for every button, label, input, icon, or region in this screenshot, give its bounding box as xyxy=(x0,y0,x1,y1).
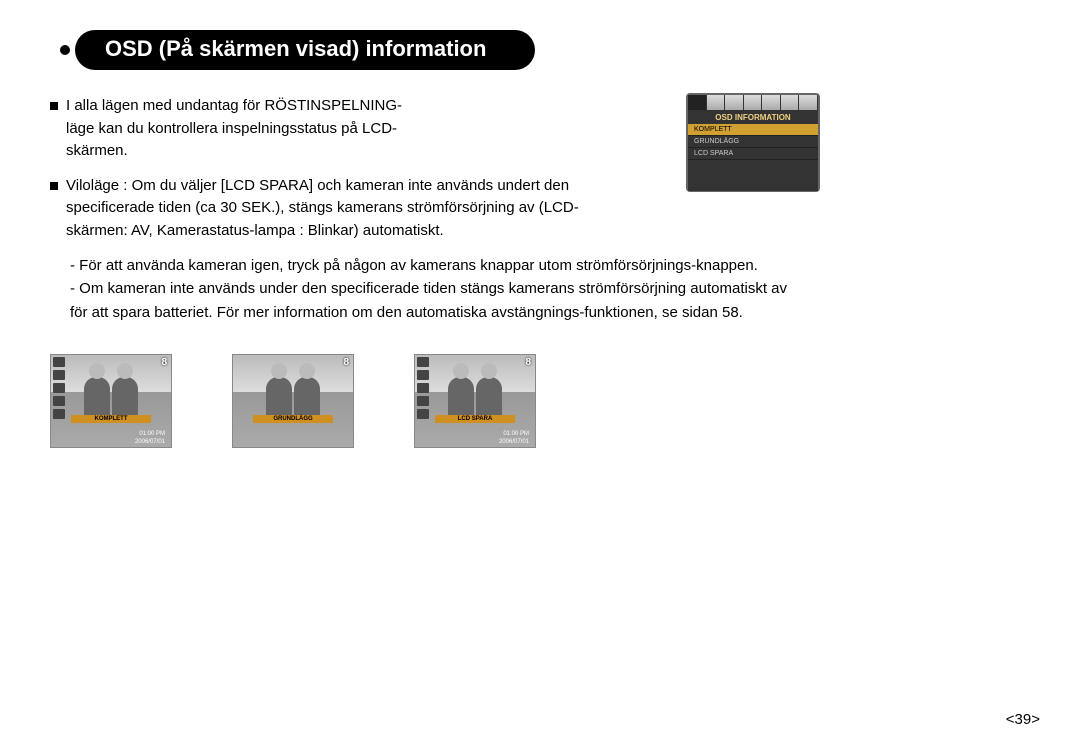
thumbnail-people-icon xyxy=(76,367,146,422)
thumbnail-side-icons xyxy=(53,357,67,419)
sub-paragraph-2: - Om kameran inte används under den spec… xyxy=(70,277,790,324)
menu-item: LCD SPARA xyxy=(688,148,818,160)
page: OSD (På skärmen visad) information I all… xyxy=(0,0,1080,746)
thumbnail-label: LCD SPARA xyxy=(435,415,515,423)
osd-menu-screenshot: OSD INFORMATION KOMPLETT GRUNDLÄGG LCD S… xyxy=(686,93,820,192)
thumbnail-date: 2006/07/01 xyxy=(135,439,165,445)
section-title: OSD (På skärmen visad) information xyxy=(75,30,535,70)
square-bullet-icon xyxy=(50,102,58,110)
thumbnail-counter: 8 xyxy=(161,357,167,368)
menu-title: OSD INFORMATION xyxy=(688,111,818,124)
paragraph-2-text: Viloläge : Om du väljer [LCD SPARA] och … xyxy=(66,175,606,243)
thumbnail-time: 01:00 PM xyxy=(139,431,165,437)
thumbnail-date: 2006/07/01 xyxy=(499,439,529,445)
thumbnail-label: GRUNDLÄGG xyxy=(253,415,333,423)
thumbnail-side-icons xyxy=(417,357,431,419)
thumbnail-people-icon xyxy=(440,367,510,422)
paragraph-1-text: I alla lägen med undantag för RÖSTINSPEL… xyxy=(66,95,421,163)
thumbnail: 8 LCD SPARA 01:00 PM 2006/07/01 xyxy=(414,354,536,448)
paragraph-2: Viloläge : Om du väljer [LCD SPARA] och … xyxy=(50,175,750,243)
thumbnail-counter: 8 xyxy=(525,357,531,368)
thumbnail-people-icon xyxy=(258,367,328,422)
menu-item: KOMPLETT xyxy=(688,124,818,136)
page-number: <39> xyxy=(1006,711,1040,728)
thumbnail: 8 KOMPLETT 01:00 PM 2006/07/01 xyxy=(50,354,172,448)
content-area: I alla lägen med undantag för RÖSTINSPEL… xyxy=(40,95,1040,448)
thumbnail: 8 GRUNDLÄGG xyxy=(232,354,354,448)
sub-paragraph-1: - För att använda kameran igen, tryck på… xyxy=(70,254,790,277)
menu-item: GRUNDLÄGG xyxy=(688,136,818,148)
thumbnail-row: 8 KOMPLETT 01:00 PM 2006/07/01 8 GRUNDLÄ… xyxy=(50,354,1040,448)
section-title-bar: OSD (På skärmen visad) information xyxy=(40,30,1040,70)
square-bullet-icon xyxy=(50,182,58,190)
menu-tab-row xyxy=(688,95,818,111)
thumbnail-label: KOMPLETT xyxy=(71,415,151,423)
thumbnail-counter: 8 xyxy=(343,357,349,368)
thumbnail-time: 01:00 PM xyxy=(503,431,529,437)
menu-body: OSD INFORMATION KOMPLETT GRUNDLÄGG LCD S… xyxy=(688,111,818,191)
title-bullet-icon xyxy=(60,45,70,55)
paragraph-1: I alla lägen med undantag för RÖSTINSPEL… xyxy=(50,95,750,163)
